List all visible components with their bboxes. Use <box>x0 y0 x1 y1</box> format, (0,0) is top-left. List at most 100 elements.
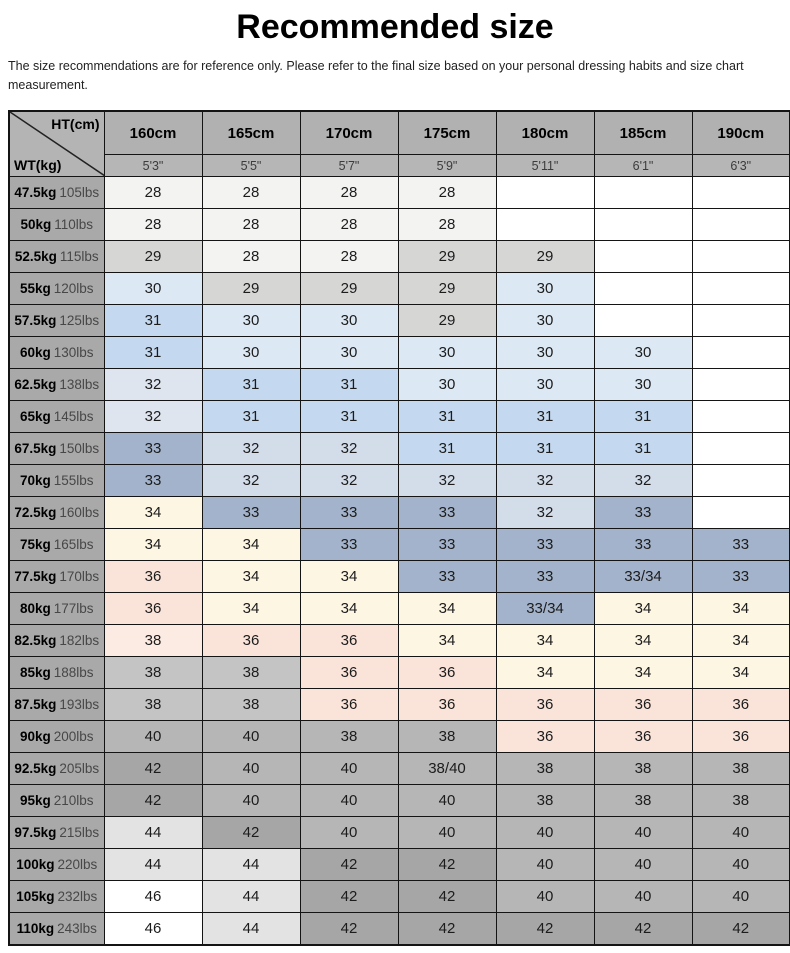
weight-kg-label: 105kg <box>16 888 55 904</box>
table-row: 70kg 155lbs 33 32 32 32 32 32 <box>8 463 790 497</box>
weight-row-header: 72.5kg 160lbs <box>8 495 105 529</box>
size-cell: 40 <box>495 879 595 913</box>
size-cell: 40 <box>201 751 301 785</box>
table-row: 87.5kg 193lbs 38 38 36 36 36 36 36 <box>8 687 790 721</box>
size-cell: 36 <box>593 719 693 753</box>
size-cell: 46 <box>103 879 203 913</box>
size-cell: 31 <box>397 399 497 433</box>
table-row: 110kg 243lbs 46 44 42 42 42 42 42 <box>8 911 790 946</box>
size-cell: 31 <box>495 399 595 433</box>
size-cell <box>691 239 790 273</box>
weight-row-header: 100kg 220lbs <box>8 847 105 881</box>
size-cell: 32 <box>201 463 301 497</box>
size-cell: 28 <box>103 207 203 241</box>
size-cell <box>593 271 693 305</box>
size-cell <box>593 175 693 209</box>
weight-lbs-label: 150lbs <box>59 440 100 456</box>
size-cell: 33 <box>299 495 399 529</box>
weight-lbs-label: 145lbs <box>53 408 94 424</box>
size-cell: 36 <box>299 687 399 721</box>
size-cell: 32 <box>103 367 203 401</box>
size-cell: 33 <box>691 559 790 593</box>
weight-kg-label: 95kg <box>19 792 51 808</box>
size-cell: 33/34 <box>593 559 693 593</box>
table-row: 62.5kg 138lbs 32 31 31 30 30 30 <box>8 367 790 401</box>
size-cell: 31 <box>397 431 497 465</box>
size-cell: 34 <box>691 591 790 625</box>
size-cell: 29 <box>495 239 595 273</box>
size-cell: 33 <box>593 527 693 561</box>
height-cm-header: 175cm <box>397 110 497 156</box>
size-cell: 36 <box>201 623 301 657</box>
size-cell <box>691 367 790 401</box>
size-cell: 40 <box>495 815 595 849</box>
size-cell: 28 <box>299 207 399 241</box>
size-cell: 40 <box>103 719 203 753</box>
size-cell <box>691 271 790 305</box>
weight-row-header: 80kg 177lbs <box>8 591 105 625</box>
size-cell <box>691 399 790 433</box>
size-cell: 34 <box>691 623 790 657</box>
size-cell: 44 <box>201 847 301 881</box>
weight-row-header: 62.5kg 138lbs <box>8 367 105 401</box>
size-cell: 34 <box>397 591 497 625</box>
size-chart-table: HT(cm) WT(kg) 160cm 165cm 170cm 175cm 180cm 1… <box>8 109 790 946</box>
size-cell: 33 <box>593 495 693 529</box>
table-row: 55kg 120lbs 30 29 29 29 30 <box>8 271 790 305</box>
size-cell: 31 <box>593 399 693 433</box>
weight-lbs-label: 120lbs <box>53 280 94 296</box>
table-row: 52.5kg 115lbs 29 28 28 29 29 <box>8 239 790 273</box>
size-cell: 42 <box>495 911 595 946</box>
size-cell: 40 <box>691 847 790 881</box>
weight-kg-label: 62.5kg <box>14 376 57 392</box>
size-cell <box>495 175 595 209</box>
disclaimer-text: The size recommendations are for referen… <box>8 59 744 93</box>
size-cell: 28 <box>397 175 497 209</box>
height-cm-header: 170cm <box>299 110 399 156</box>
weight-lbs-label: 215lbs <box>59 824 100 840</box>
size-cell: 32 <box>593 463 693 497</box>
size-cell: 33 <box>691 527 790 561</box>
size-cell: 29 <box>397 271 497 305</box>
weight-lbs-label: 210lbs <box>53 792 94 808</box>
size-cell <box>495 207 595 241</box>
size-cell: 36 <box>495 687 595 721</box>
size-cell: 33 <box>299 527 399 561</box>
size-cell: 33 <box>495 527 595 561</box>
size-cell: 40 <box>691 879 790 913</box>
size-cell: 42 <box>397 911 497 946</box>
size-cell: 34 <box>495 655 595 689</box>
size-cell: 36 <box>691 687 790 721</box>
height-ft-header: 5'11" <box>495 154 595 177</box>
weight-kg-label: 47.5kg <box>14 184 57 200</box>
height-cm-header: 180cm <box>495 110 595 156</box>
size-cell <box>593 207 693 241</box>
size-cell: 30 <box>593 367 693 401</box>
size-cell: 31 <box>201 367 301 401</box>
size-cell: 28 <box>201 175 301 209</box>
size-cell: 38 <box>201 655 301 689</box>
size-cell: 32 <box>299 463 399 497</box>
weight-row-header: 65kg 145lbs <box>8 399 105 433</box>
size-cell: 42 <box>299 879 399 913</box>
weight-lbs-label: 205lbs <box>59 760 100 776</box>
size-cell: 44 <box>201 879 301 913</box>
size-cell: 34 <box>201 591 301 625</box>
size-cell: 30 <box>495 367 595 401</box>
size-cell: 40 <box>593 847 693 881</box>
size-cell: 34 <box>593 655 693 689</box>
size-cell: 34 <box>299 559 399 593</box>
diagonal-divider <box>10 111 103 176</box>
weight-lbs-label: 125lbs <box>59 312 100 328</box>
size-cell: 42 <box>593 911 693 946</box>
weight-row-header: 67.5kg 150lbs <box>8 431 105 465</box>
weight-lbs-label: 170lbs <box>59 568 100 584</box>
size-cell: 42 <box>103 783 203 817</box>
table-row: 85kg 188lbs 38 38 36 36 34 34 34 <box>8 655 790 689</box>
size-cell: 36 <box>103 591 203 625</box>
weight-lbs-label: 130lbs <box>53 344 94 360</box>
weight-kg-label: 67.5kg <box>14 440 57 456</box>
weight-kg-label: 52.5kg <box>14 248 57 264</box>
size-cell: 42 <box>397 879 497 913</box>
weight-lbs-label: 188lbs <box>53 664 94 680</box>
